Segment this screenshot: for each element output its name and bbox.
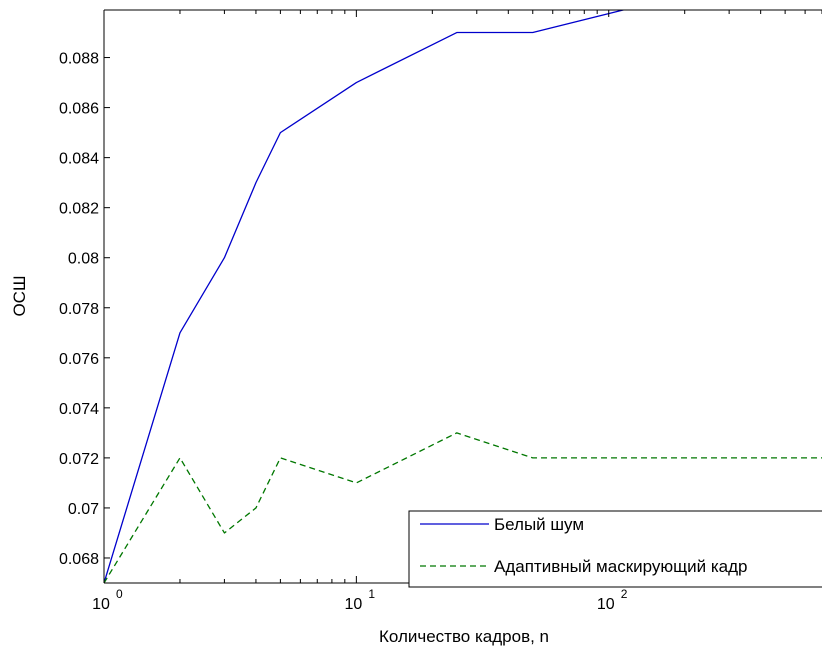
y-axis-title: ОСШ — [10, 275, 29, 316]
x-tick-base: 10 — [344, 596, 362, 613]
y-tick-label: 0.086 — [59, 101, 99, 118]
y-tick-label: 0.07 — [68, 501, 99, 518]
axes-frame — [103, 9, 822, 584]
y-tick-label: 0.084 — [59, 151, 99, 168]
x-tick-exponent: 1 — [368, 587, 375, 601]
series-line-0 — [104, 10, 626, 583]
y-tick-label: 0.072 — [59, 451, 99, 468]
legend-label-adaptive-mask: Адаптивный маскирующий кадр — [494, 557, 748, 576]
x-axis-title: Количество кадров, n — [379, 627, 549, 646]
y-tick-label: 0.068 — [59, 551, 99, 568]
x-tick-label: 10 2 — [597, 587, 628, 613]
y-tick-label: 0.078 — [59, 301, 99, 318]
y-tick-label: 0.08 — [68, 251, 99, 268]
axis-ticks — [103, 10, 822, 583]
y-tick-label: 0.076 — [59, 351, 99, 368]
series-line-1 — [104, 432, 822, 583]
x-tick-base: 10 — [92, 596, 110, 613]
x-tick-label: 10 0 — [92, 587, 123, 613]
y-tick-label: 0.082 — [59, 201, 99, 218]
legend: Белый шум Адаптивный маскирующий кадр — [408, 510, 822, 588]
x-tick-labels: 10 0 10 1 10 2 — [92, 587, 628, 613]
x-tick-exponent: 2 — [621, 587, 628, 601]
legend-label-white-noise: Белый шум — [494, 515, 584, 534]
x-tick-exponent: 0 — [116, 587, 123, 601]
y-tick-label: 0.074 — [59, 401, 99, 418]
series-layer — [104, 10, 822, 583]
x-tick-base: 10 — [597, 596, 615, 613]
x-tick-label: 10 1 — [344, 587, 375, 613]
y-tick-labels: 0.068 0.07 0.072 0.074 0.076 0.078 0.08 0.082 0.… — [59, 51, 99, 568]
y-tick-label: 0.088 — [59, 51, 99, 68]
